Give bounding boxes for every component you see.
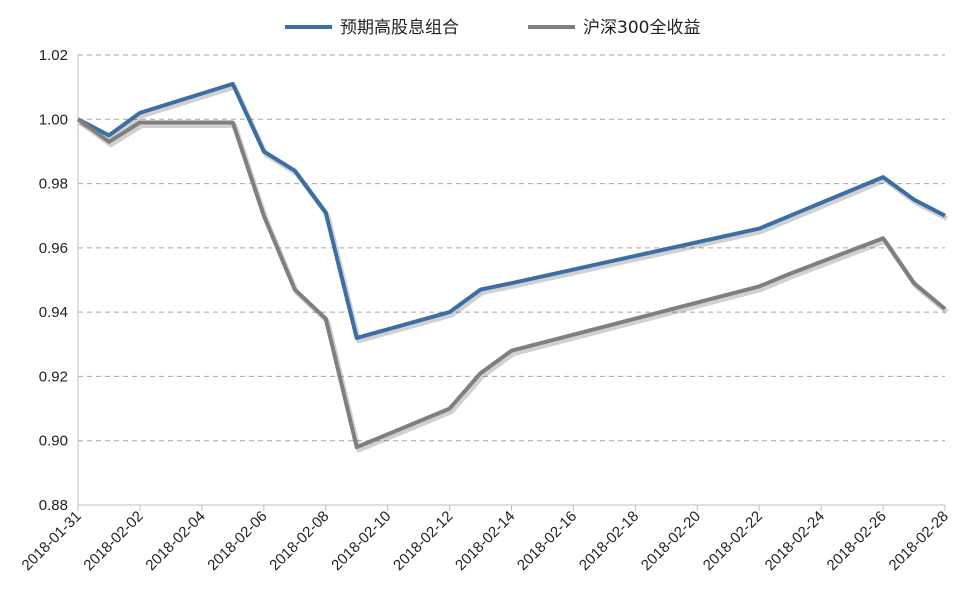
x-tick-label: 2018-02-02 [80, 508, 146, 574]
legend-label-hs300: 沪深300全收益 [583, 18, 700, 38]
x-tick-label: 2018-02-24 [762, 508, 828, 574]
x-tick-label: 2018-02-22 [700, 508, 766, 574]
x-tick-label: 2018-02-14 [452, 508, 518, 574]
x-tick-label: 2018-02-16 [514, 508, 580, 574]
x-tick-label: 2018-02-20 [638, 508, 704, 574]
y-tick-label: 0.92 [39, 368, 68, 385]
y-tick-label: 1.00 [39, 111, 68, 128]
y-tick-label: 0.90 [39, 433, 68, 450]
series-line-1 [76, 117, 947, 450]
legend: 预期高股息组合 沪深300全收益 [285, 18, 700, 38]
x-tick-label: 2018-01-31 [19, 508, 85, 574]
x-tick-label: 2018-02-26 [824, 508, 890, 574]
series-shadow-1 [78, 120, 949, 453]
x-tick-label: 2018-02-06 [204, 508, 270, 574]
y-tick-label: 0.94 [39, 304, 68, 321]
y-tick-label: 0.98 [39, 176, 68, 193]
y-tick-labels: 0.88 0.90 0.92 0.94 0.96 0.98 1.00 1.02 [39, 47, 68, 514]
legend-item-hs300: 沪深300全收益 [528, 18, 700, 38]
x-tick-label: 2018-02-18 [576, 508, 642, 574]
series-shadow-0 [78, 84, 949, 344]
y-tick-label: 0.96 [39, 240, 68, 257]
gridlines [78, 54, 945, 442]
x-tick-label: 2018-02-12 [390, 508, 456, 574]
x-tick-labels: 2018-01-312018-02-022018-02-042018-02-06… [19, 505, 952, 574]
series-line-0 [77, 81, 946, 340]
x-tick-label: 2018-02-08 [266, 508, 332, 574]
legend-label-dividend: 预期高股息组合 [340, 18, 459, 38]
legend-item-dividend: 预期高股息组合 [285, 18, 459, 38]
x-tick-label: 2018-02-04 [142, 508, 208, 574]
x-tick-label: 2018-02-10 [328, 508, 394, 574]
y-tick-label: 0.88 [39, 497, 68, 514]
y-tick-label: 1.02 [39, 47, 68, 64]
series-lines [76, 81, 949, 453]
x-tick-label: 2018-02-28 [886, 508, 952, 574]
